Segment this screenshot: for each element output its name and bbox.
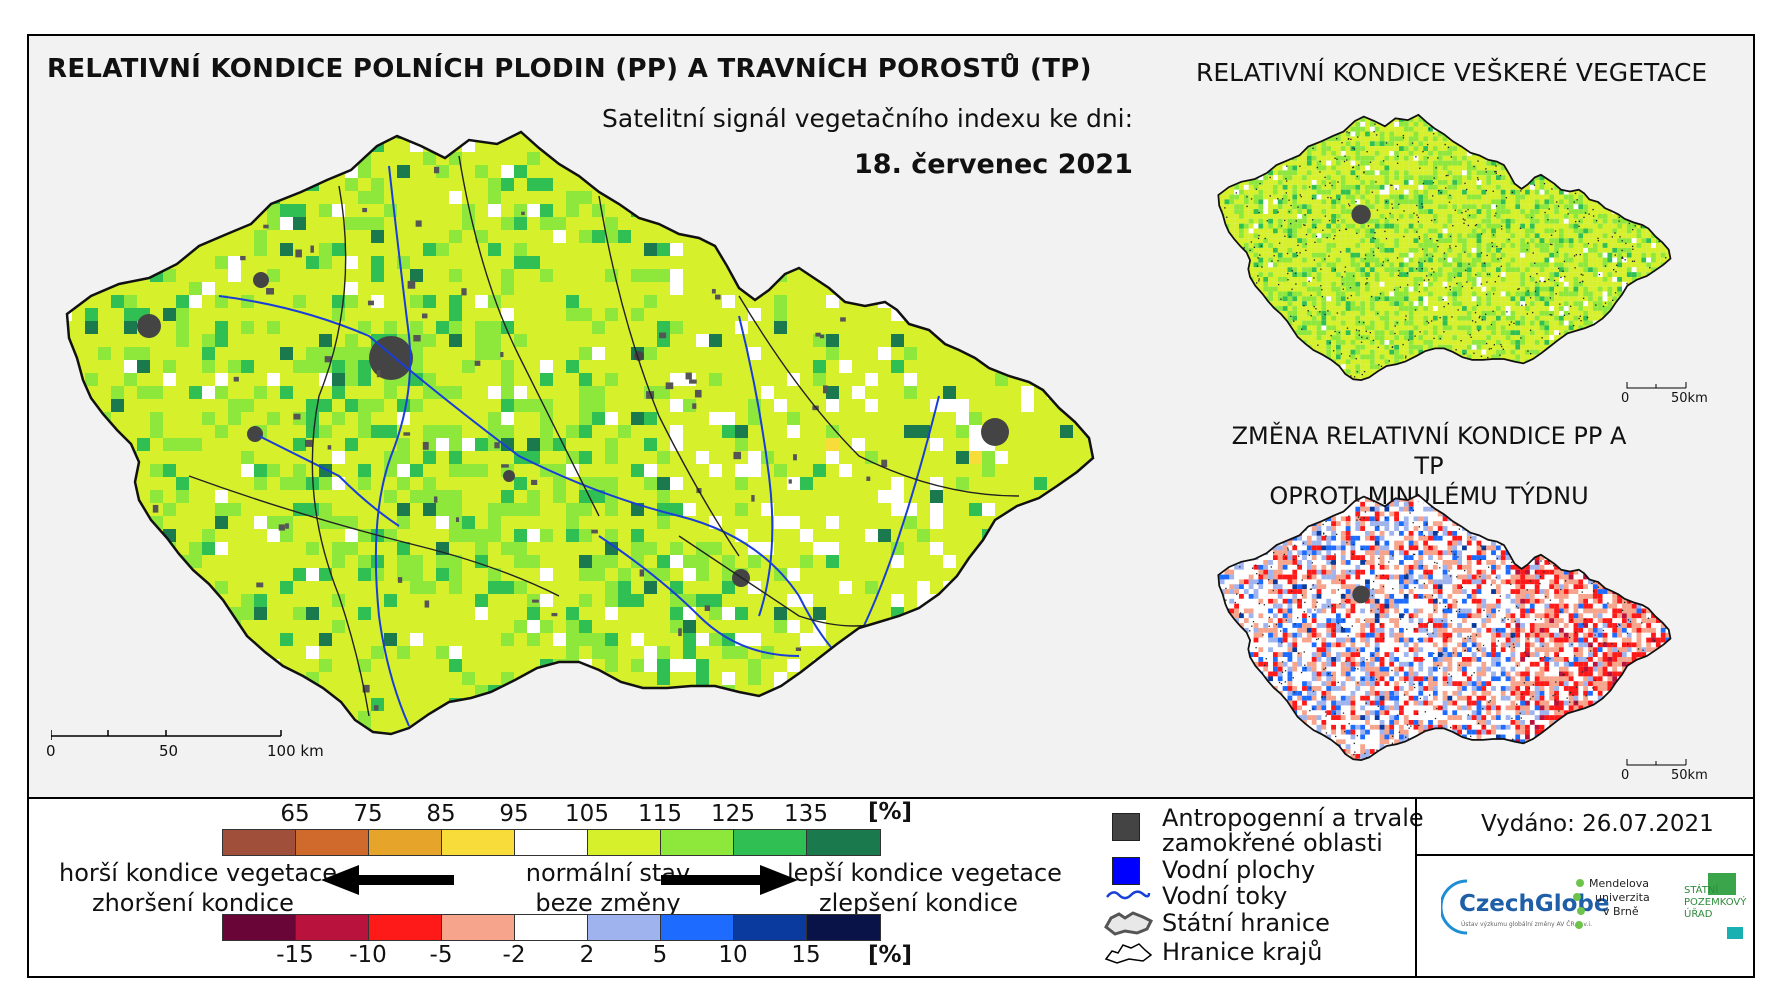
inset-top-title: RELATIVNÍ KONDICE VEŠKERÉ VEGETACE <box>1196 58 1708 87</box>
state-border-icon <box>1104 911 1154 936</box>
legend-region-border: Hranice krajů <box>1162 938 1323 966</box>
change-tick: -10 <box>349 942 387 968</box>
condition-color-bar <box>222 829 881 856</box>
spu-line-3: ÚŘAD <box>1684 909 1713 920</box>
legend-divider-vertical <box>1415 799 1417 976</box>
region-border-icon <box>1104 943 1153 964</box>
inset-bottom-title-line1: ZMĚNA RELATIVNÍ KONDICE PP A TP <box>1231 422 1627 480</box>
infographic-frame: RELATIVNÍ KONDICE POLNÍCH PLODIN (PP) A … <box>27 34 1755 978</box>
czechglobe-subtitle: Ústav výzkumu globální změny AV ČR, v.v.… <box>1461 921 1592 928</box>
change-tick: 2 <box>579 942 595 968</box>
main-scale-bar <box>51 730 282 740</box>
inset-top-scale-0: 0 <box>1621 391 1630 406</box>
mendel-line-3: v Brně <box>1603 905 1639 918</box>
desc-improvement: zlepšení kondice <box>819 889 1018 917</box>
condition-tick: 125 <box>711 801 755 827</box>
change-swatch-8 <box>807 915 880 940</box>
desc-worsening: zhoršení kondice <box>92 889 294 917</box>
change-tick: 15 <box>791 942 821 968</box>
date-label: 18. červenec 2021 <box>854 149 1133 180</box>
change-tick: -2 <box>502 942 526 968</box>
legend-anthropogenic-2: zamokřené oblasti <box>1162 829 1383 857</box>
spu-logo-text: STÁTNÍ POZEMKOVÝ ÚŘAD <box>1684 885 1746 921</box>
condition-swatch-5 <box>588 830 661 855</box>
condition-swatch-3 <box>442 830 515 855</box>
condition-swatch-8 <box>807 830 880 855</box>
spu-logo-accent <box>1727 927 1743 939</box>
legend-water: Vodní plochy <box>1162 856 1316 884</box>
legend-state-border: Státní hranice <box>1162 909 1330 937</box>
map-panel: RELATIVNÍ KONDICE POLNÍCH PLODIN (PP) A … <box>29 36 1753 799</box>
main-scale-100: 100 km <box>267 742 324 760</box>
mendel-line-1: Mendelova <box>1589 877 1650 890</box>
condition-tick: 85 <box>426 801 456 827</box>
change-swatch-4 <box>515 915 588 940</box>
condition-swatch-6 <box>661 830 734 855</box>
condition-swatch-1 <box>296 830 369 855</box>
change-swatch-6 <box>661 915 734 940</box>
change-tick: 5 <box>652 942 668 968</box>
change-tick: 10 <box>718 942 748 968</box>
legend-panel: 65 75 85 95 105 115 125 135 [%] horší kondice v… <box>29 799 1753 976</box>
condition-swatch-7 <box>734 830 807 855</box>
issued-date: Vydáno: 26.07.2021 <box>1481 811 1714 837</box>
change-swatch-5 <box>588 915 661 940</box>
change-swatch-0 <box>223 915 296 940</box>
desc-nochange: beze změny <box>535 889 681 917</box>
spu-logo-icon <box>1708 873 1736 895</box>
inset-vegetation-map <box>1217 113 1672 382</box>
legend-divider-horizontal <box>1415 854 1753 856</box>
change-swatch-3 <box>442 915 515 940</box>
main-title: RELATIVNÍ KONDICE POLNÍCH PLODIN (PP) A … <box>47 54 1092 84</box>
condition-swatch-4 <box>515 830 588 855</box>
mendel-line-2: univerzita <box>1595 891 1650 904</box>
condition-tick: 135 <box>784 801 828 827</box>
change-swatch-1 <box>296 915 369 940</box>
change-color-bar <box>222 914 881 941</box>
spu-line-2: POZEMKOVÝ <box>1684 897 1747 908</box>
condition-swatch-2 <box>369 830 442 855</box>
anthropogenic-swatch <box>1112 813 1140 841</box>
change-tick: -5 <box>429 942 453 968</box>
mendel-logo-dots-icon <box>1573 879 1585 929</box>
change-swatch-2 <box>369 915 442 940</box>
inset-bottom-scale-bar <box>1626 759 1687 766</box>
main-scale-0: 0 <box>46 742 56 760</box>
mendel-logo-text: Mendelova univerzita v Brně <box>1589 877 1650 919</box>
legend-anthropogenic-1: Antropogenní a trvale <box>1162 804 1424 832</box>
desc-worse: horší kondice vegetace <box>59 859 338 887</box>
inset-bottom-scale-50: 50km <box>1671 768 1708 783</box>
inset-top-scale-bar <box>1626 382 1687 389</box>
main-condition-map <box>65 130 1095 736</box>
condition-tick: 75 <box>353 801 383 827</box>
inset-change-map <box>1217 493 1672 762</box>
arrow-right-icon <box>661 865 798 895</box>
condition-tick: 65 <box>280 801 310 827</box>
desc-better: lepší kondice vegetace <box>787 859 1062 887</box>
condition-swatch-0 <box>223 830 296 855</box>
inset-bottom-scale-0: 0 <box>1621 768 1630 783</box>
change-swatch-7 <box>734 915 807 940</box>
water-swatch <box>1112 857 1140 885</box>
spu-line-1: STÁTNÍ <box>1684 885 1719 896</box>
inset-top-scale-50: 50km <box>1671 391 1708 406</box>
condition-unit: [%] <box>868 799 913 825</box>
change-unit: [%] <box>868 942 913 968</box>
condition-tick: 115 <box>638 801 682 827</box>
arrow-left-icon <box>321 865 454 895</box>
czechglobe-logo-icon <box>1441 879 1468 935</box>
main-scale-50: 50 <box>159 742 179 760</box>
condition-tick: 95 <box>499 801 529 827</box>
direction-arrows <box>321 865 798 895</box>
change-tick: -15 <box>276 942 314 968</box>
condition-tick: 105 <box>565 801 609 827</box>
subtitle: Satelitní signál vegetačního indexu ke d… <box>602 104 1134 133</box>
legend-rivers: Vodní toky <box>1162 882 1288 910</box>
river-line-icon <box>1106 890 1151 900</box>
